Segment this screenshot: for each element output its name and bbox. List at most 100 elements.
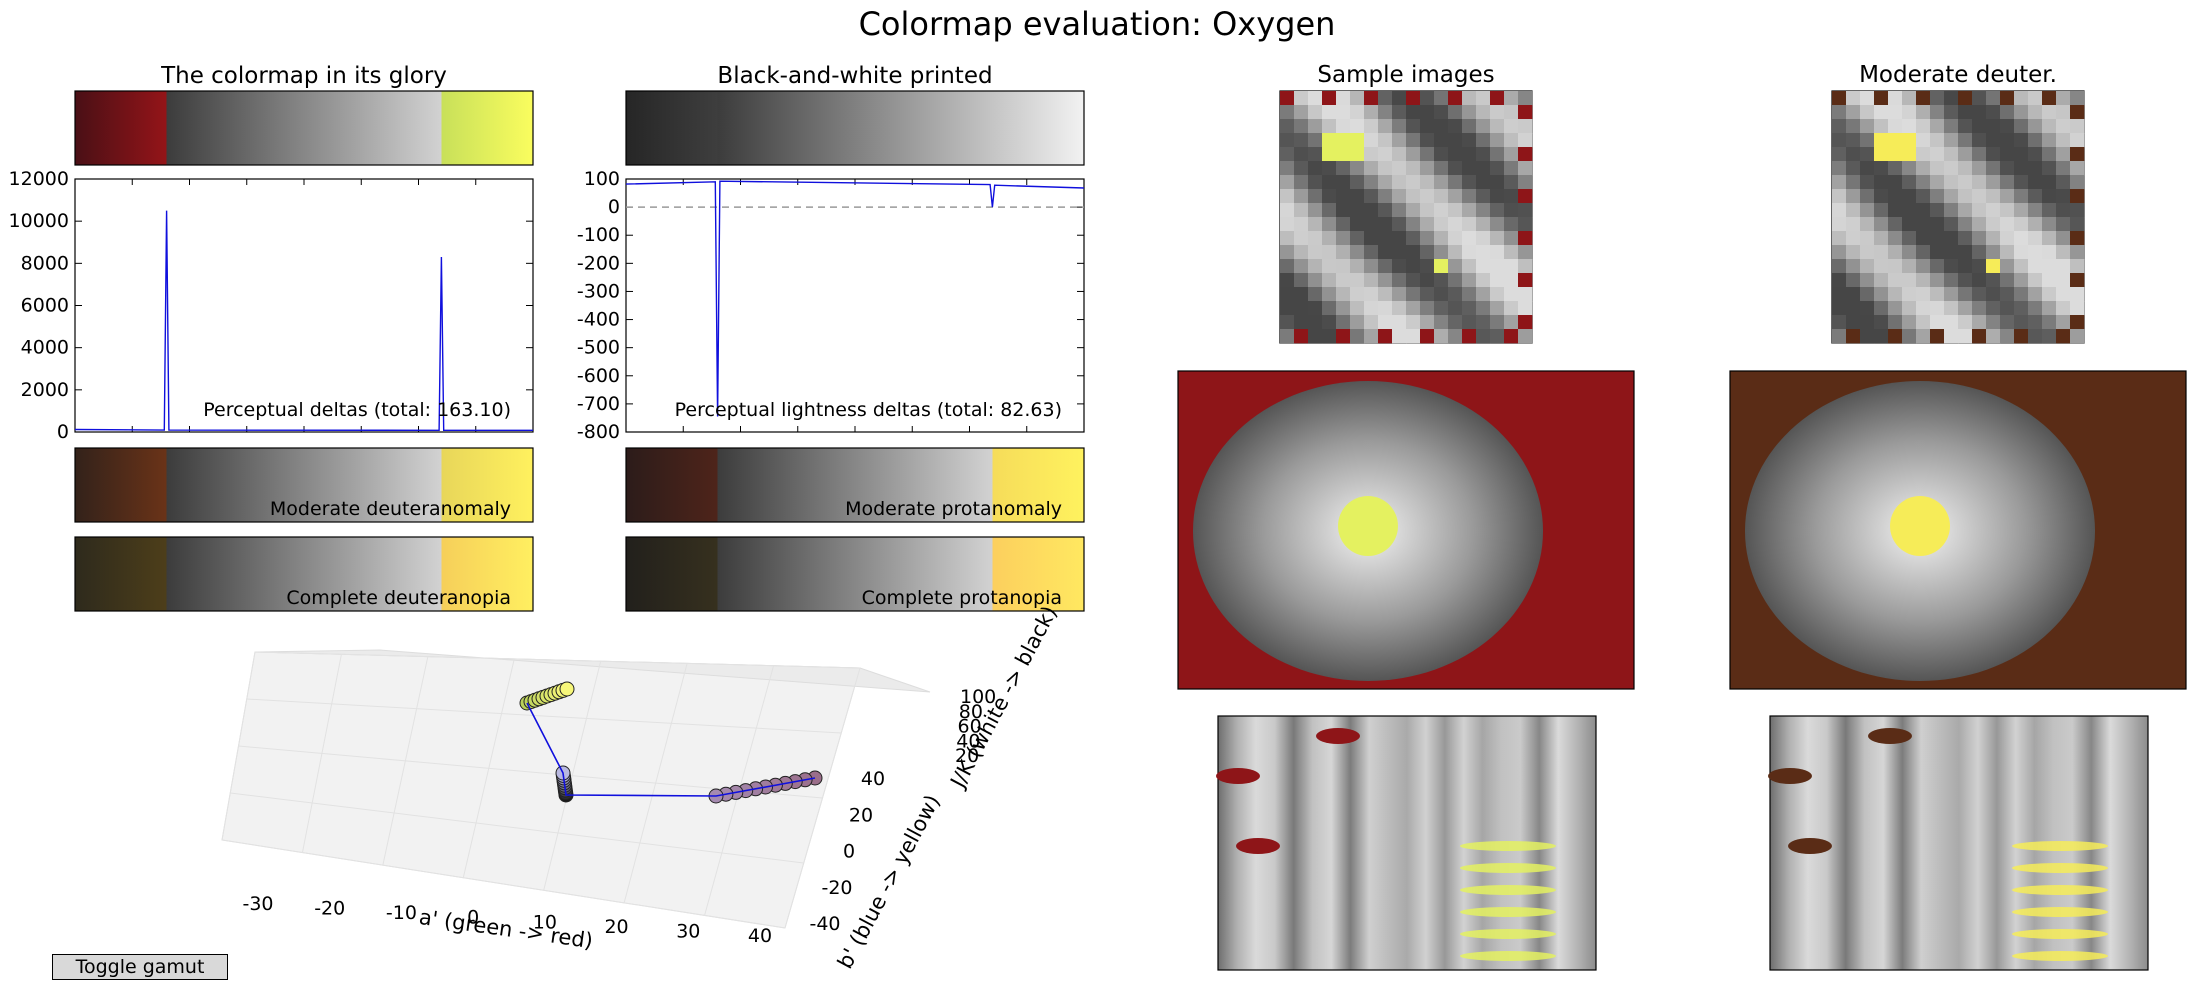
- pixel: [2014, 217, 2029, 232]
- pixel: [2056, 133, 2071, 148]
- pixel: [1860, 91, 1875, 106]
- pixel: [1406, 105, 1421, 120]
- pixel: [1448, 161, 1463, 176]
- pixel: [1490, 287, 1505, 302]
- pixel: [1930, 147, 1945, 162]
- pixel: [1902, 245, 1917, 260]
- pixel: [1958, 231, 1973, 246]
- pixel: [1930, 273, 1945, 288]
- pixel: [1378, 175, 1393, 190]
- pixel: [1322, 203, 1337, 218]
- pixel: [1322, 329, 1337, 344]
- pixel: [1448, 231, 1463, 246]
- xtick-label: -20: [314, 898, 345, 920]
- pixel: [1462, 301, 1477, 316]
- pixel: [2070, 189, 2085, 204]
- pixel: [2000, 91, 2015, 106]
- pixel: [1986, 273, 2001, 288]
- pixel: [1392, 175, 1407, 190]
- colorbar-protanomaly-label: Moderate protanomaly: [845, 498, 1062, 520]
- pixel: [2056, 329, 2071, 344]
- pixel: [1504, 133, 1519, 148]
- pixel: [1986, 287, 2001, 302]
- pixel: [1930, 189, 1945, 204]
- pixel: [1392, 91, 1407, 106]
- pixel: [1874, 133, 1889, 148]
- ytick-label: -40: [809, 913, 840, 935]
- pixel: [2000, 217, 2015, 232]
- xtick-label: 40: [748, 925, 772, 947]
- pixel: [1902, 147, 1917, 162]
- pixel: [1378, 133, 1393, 148]
- pixel: [1420, 245, 1435, 260]
- pixel: [1336, 119, 1351, 134]
- pixel: [1280, 217, 1295, 232]
- plot-frame-lightness-deltas: [625, 178, 1085, 433]
- pixel: [1518, 329, 1533, 344]
- pixel: [1378, 329, 1393, 344]
- pixel: [1336, 203, 1351, 218]
- pixel: [2056, 273, 2071, 288]
- pixel: [1322, 105, 1337, 120]
- pixel: [1476, 231, 1491, 246]
- pixel: [2014, 119, 2029, 134]
- pixel: [1336, 147, 1351, 162]
- pixel: [2042, 189, 2057, 204]
- pixel: [2028, 91, 2043, 106]
- pixel: [1280, 231, 1295, 246]
- pixel: [1434, 91, 1449, 106]
- pixel: [1406, 133, 1421, 148]
- pixel: [1518, 119, 1533, 134]
- pixel: [1860, 161, 1875, 176]
- ytick-label: -300: [577, 280, 620, 302]
- pixel: [1986, 259, 2001, 274]
- pixel: [1902, 161, 1917, 176]
- pixel: [2070, 259, 2085, 274]
- pixel: [1364, 217, 1379, 232]
- pixel: [1504, 203, 1519, 218]
- colorbar-protanopia-strip: [625, 536, 1085, 612]
- pixel: [1944, 105, 1959, 120]
- pixel: [1476, 147, 1491, 162]
- toggle-gamut-button[interactable]: Toggle gamut: [52, 954, 228, 980]
- pixel: [1958, 133, 1973, 148]
- pixel: [1294, 203, 1309, 218]
- pixel: [1972, 147, 1987, 162]
- pixel: [1930, 217, 1945, 232]
- pixel: [1336, 301, 1351, 316]
- pixel: [2028, 287, 2043, 302]
- pixel: [1308, 245, 1323, 260]
- pixel: [1930, 119, 1945, 134]
- ytick-label: -100: [577, 224, 620, 246]
- ytick-label: -20: [821, 877, 852, 899]
- pixel: [1434, 329, 1449, 344]
- pixel: [1448, 287, 1463, 302]
- colorbar-protanomaly: Moderate protanomaly: [625, 447, 1085, 523]
- pixel: [1832, 133, 1847, 148]
- pixel: [1378, 105, 1393, 120]
- pixel: [2070, 147, 2085, 162]
- pixel: [1350, 91, 1365, 106]
- pixel: [1420, 147, 1435, 162]
- pixel: [1504, 217, 1519, 232]
- pixel: [1958, 329, 1973, 344]
- pixel: [1294, 175, 1309, 190]
- pixel: [2000, 119, 2015, 134]
- pixel: [1392, 105, 1407, 120]
- pixel: [2056, 91, 2071, 106]
- pixel: [1392, 119, 1407, 134]
- pixel: [1846, 329, 1861, 344]
- pixel: [2070, 175, 2085, 190]
- pixel: [1280, 147, 1295, 162]
- pixel: [2028, 217, 2043, 232]
- pixel: [1930, 133, 1945, 148]
- pixel: [2028, 147, 2043, 162]
- colorbar-bw-printed-title: Black-and-white printed: [717, 63, 992, 89]
- pixel: [1364, 273, 1379, 288]
- pixel: [1406, 287, 1421, 302]
- pixel: [1364, 245, 1379, 260]
- pixel: [1874, 245, 1889, 260]
- pixel: [1350, 175, 1365, 190]
- pixel: [1322, 273, 1337, 288]
- ytick-label: -700: [577, 393, 620, 415]
